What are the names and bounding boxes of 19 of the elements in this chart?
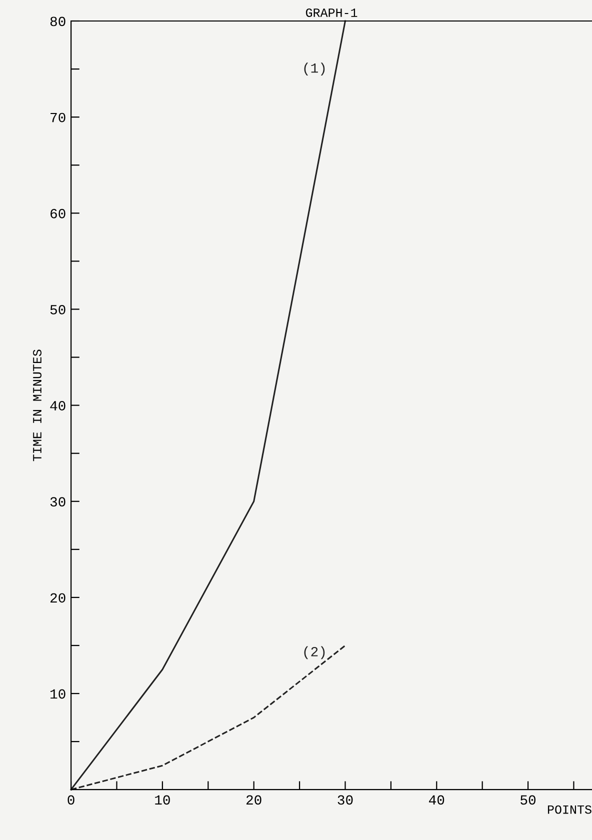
- x-tick-label: 50: [520, 795, 536, 805]
- y-tick-label: 60: [50, 208, 66, 218]
- y-axis-title: TIME IN MINUTES: [32, 350, 42, 462]
- y-tick-label: 80: [50, 16, 66, 26]
- chart-title: GRAPH-1: [306, 8, 358, 17]
- x-tick-label: 0: [68, 795, 74, 805]
- y-tick-label: 10: [50, 689, 66, 699]
- series-label: (1): [304, 62, 325, 76]
- y-tick-label: 70: [50, 112, 66, 122]
- series-label: (2): [304, 646, 325, 660]
- x-tick-label: 40: [428, 795, 444, 805]
- y-tick-label: 20: [50, 593, 66, 603]
- x-tick-label: 30: [338, 795, 353, 805]
- x-tick-label: 20: [246, 795, 262, 805]
- x-tick-label: 10: [155, 795, 170, 805]
- x-axis-title: POINTS: [548, 805, 592, 814]
- y-tick-label: 50: [50, 304, 66, 314]
- y-tick-label: 30: [50, 497, 66, 507]
- y-tick-label: 40: [50, 401, 66, 410]
